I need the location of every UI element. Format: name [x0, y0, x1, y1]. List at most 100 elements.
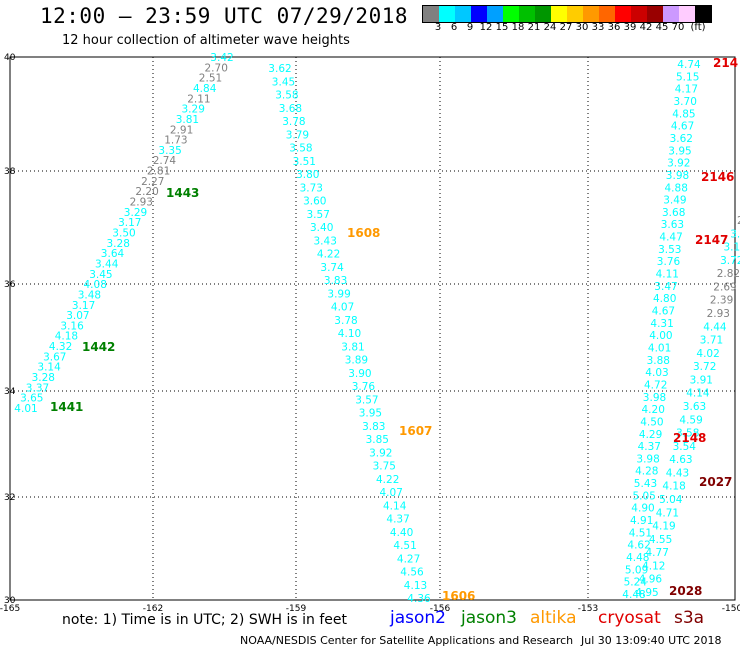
latitude-tick-label: 40: [4, 53, 16, 63]
wave-height-value: 3.80: [296, 169, 319, 181]
wave-height-value: 3.44: [95, 259, 119, 271]
wave-height-value: 4.71: [656, 507, 679, 519]
wave-height-value: 4.13: [404, 580, 427, 592]
wave-height-value: 3.65: [20, 393, 43, 405]
wave-height-value: 3.99: [327, 288, 350, 300]
wave-height-value: 4.85: [672, 108, 695, 120]
wave-height-value: 2.51: [199, 73, 222, 85]
wave-height-value: 4.96: [639, 574, 663, 586]
wave-height-value: 4.43: [666, 467, 689, 479]
legend-swatch: [647, 6, 663, 22]
wave-height-value: 2.82: [717, 268, 740, 280]
latitude-tick-label: 36: [4, 280, 16, 290]
wave-height-value: 3.48: [78, 289, 101, 301]
wave-height-value: 5.43: [634, 478, 657, 490]
wave-height-value: 5.04: [659, 494, 683, 506]
wave-height-value: 3.98: [643, 392, 666, 404]
wave-height-value: 4.03: [645, 367, 668, 379]
wave-height-value: 3.53: [658, 244, 681, 256]
legend-swatch: [663, 6, 679, 22]
page-title: 12:00 – 23:59 UTC 07/29/2018: [40, 4, 409, 28]
legend-swatch: [487, 6, 503, 22]
longitude-tick-label: -156: [430, 604, 451, 614]
wave-height-value: 4.14: [383, 500, 407, 512]
wave-height-value: 4.59: [679, 414, 702, 426]
wave-height-value: 4.84: [193, 83, 217, 95]
legend-swatch: [519, 6, 535, 22]
wave-height-value: 3.45: [272, 76, 295, 88]
wave-height-value: 3.81: [176, 114, 199, 126]
wave-height-value: 3.98: [666, 170, 689, 182]
wave-height-value: 4.51: [393, 540, 416, 552]
wave-height-value: 4.37: [638, 441, 661, 453]
wave-height-value: 3.16: [60, 320, 84, 332]
wave-height-value: 3.68: [662, 207, 685, 219]
longitude-tick-label: -165: [0, 604, 20, 614]
wave-height-value: 4.67: [652, 306, 675, 318]
longitude-tick-label: -159: [286, 604, 307, 614]
pass-time-label: 1606: [442, 589, 475, 603]
legend-swatch: [535, 6, 551, 22]
wave-height-value: 3.88: [647, 355, 670, 367]
wave-height-value: 3.60: [303, 196, 326, 208]
wave-height-value: 4.07: [380, 487, 403, 499]
wave-height-value: 4.55: [649, 534, 672, 546]
wave-height-value: 3.62: [268, 63, 291, 75]
wave-height-value: 4.20: [642, 404, 665, 416]
wave-height-value: 1.73: [164, 135, 187, 147]
wave-height-value: 4.12: [642, 560, 665, 572]
wave-height-value: 4.91: [630, 515, 653, 527]
pass-time-label: 1607: [399, 424, 432, 438]
legend-swatch: [439, 6, 455, 22]
pass-time-label: 1608: [347, 226, 380, 240]
wave-height-value: 3.95: [668, 145, 691, 157]
wave-height-value: 4.40: [390, 527, 413, 539]
legend-swatch: [679, 6, 695, 22]
wave-height-value: 3.58: [275, 90, 298, 102]
wave-height-value: 4.44: [703, 321, 727, 333]
wave-height-value: 3.90: [348, 368, 371, 380]
pass-time-label: 2147: [695, 233, 728, 247]
wave-height-value: 3.43: [314, 235, 337, 247]
map-frame: [9, 56, 736, 601]
wave-height-value: 3.68: [279, 103, 302, 115]
credit-footer: NOAA/NESDIS Center for Satellite Applica…: [240, 634, 574, 647]
wave-height-value: 3.74: [320, 262, 344, 274]
wave-height-value: 4.00: [649, 330, 672, 342]
wave-height-value: 3.63: [683, 401, 706, 413]
wave-height-value: 4.18: [55, 331, 78, 343]
wave-height-value: 4.63: [669, 454, 692, 466]
legend-label: 45: [655, 22, 669, 33]
pass-time-label: 1442: [82, 340, 115, 354]
legend-swatch: [631, 6, 647, 22]
wave-height-value: 4.29: [639, 429, 662, 441]
wave-height-value: 3.71: [700, 335, 723, 347]
legend-label: 30: [575, 22, 589, 33]
wave-height-value: 4.90: [631, 503, 654, 515]
wave-height-value: 4.17: [675, 84, 698, 96]
wave-height-value: 3.98: [636, 453, 659, 465]
wave-height-value: 3.29: [182, 104, 205, 116]
legend-label: 36: [607, 22, 621, 33]
wave-height-value: 3.17: [72, 300, 95, 312]
pass-time-label: 2146: [701, 170, 734, 184]
wave-height-value: 3.29: [124, 207, 147, 219]
wave-height-value: 3.14: [724, 242, 740, 254]
wave-height-value: 4.62: [627, 540, 650, 552]
wave-height-value: 4.11: [656, 269, 679, 281]
wave-height-value: 4.80: [653, 293, 676, 305]
wave-height-value: 4.72: [644, 380, 667, 392]
wave-height-value: 3.07: [66, 310, 89, 322]
wave-height-value: 2.69: [713, 281, 736, 293]
pass-time-label: 2148: [673, 431, 706, 445]
wave-height-value: 3.91: [690, 374, 713, 386]
legend-label: 42: [639, 22, 653, 33]
wave-height-value: 3.28: [32, 372, 55, 384]
wave-height-value: 4.08: [84, 279, 107, 291]
wave-height-value: 4.18: [662, 481, 685, 493]
wave-height-value: 3.95: [359, 408, 382, 420]
satellite-label-altika: altika: [530, 608, 577, 628]
wave-height-value: 3.85: [366, 434, 389, 446]
wave-height-value: 3.58: [676, 428, 699, 440]
